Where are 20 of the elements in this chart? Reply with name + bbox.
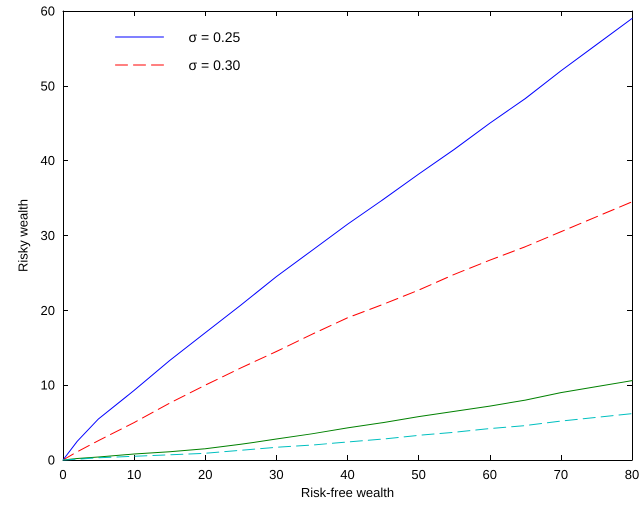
y-tick-label: 20 [40, 302, 55, 318]
x-tick-label: 50 [411, 467, 426, 482]
x-tick-label: 40 [340, 467, 355, 482]
legend-label: σ = 0.25 [188, 29, 241, 45]
legend-label: σ = 0.30 [188, 57, 241, 73]
x-tick-label: 10 [126, 467, 142, 482]
y-tick-label: 40 [40, 153, 55, 168]
x-tick-label: 20 [198, 467, 212, 482]
y-tick-label: 10 [40, 378, 55, 393]
y-tick-label: 0 [48, 452, 55, 468]
x-tick-label: 30 [269, 467, 284, 482]
x-tick-label: 0 [59, 467, 67, 482]
y-tick-label: 50 [40, 78, 55, 94]
x-tick-label: 60 [482, 467, 497, 482]
x-tick-label: 80 [624, 467, 640, 482]
y-tick-label: 30 [40, 228, 55, 243]
x-axis-title: Risk-free wealth [300, 485, 394, 500]
y-tick-label: 60 [40, 4, 55, 18]
y-axis-title: Risky wealth [16, 199, 31, 272]
x-tick-label: 70 [554, 467, 568, 482]
